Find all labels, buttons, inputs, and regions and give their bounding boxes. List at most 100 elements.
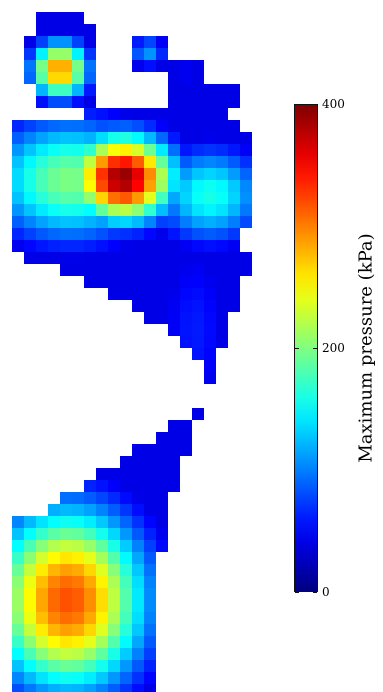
heatmap-cell bbox=[60, 684, 72, 692]
heatmap-cell bbox=[156, 288, 168, 300]
heatmap-cell bbox=[120, 588, 132, 600]
heatmap-cell bbox=[204, 336, 216, 348]
heatmap-cell bbox=[180, 312, 192, 324]
heatmap-cell bbox=[204, 252, 216, 264]
heatmap-cell bbox=[60, 636, 72, 648]
heatmap-cell bbox=[36, 648, 48, 660]
heatmap-cell bbox=[48, 552, 60, 564]
heatmap-cell bbox=[168, 96, 180, 108]
heatmap-cell bbox=[132, 276, 144, 288]
heatmap-cell bbox=[168, 228, 180, 240]
heatmap-cell bbox=[12, 564, 24, 576]
heatmap-cell bbox=[144, 456, 156, 468]
heatmap-cell bbox=[60, 240, 72, 252]
heatmap-cell bbox=[24, 552, 36, 564]
heatmap-cell bbox=[132, 36, 144, 48]
heatmap-cell bbox=[48, 84, 60, 96]
heatmap-cell bbox=[120, 648, 132, 660]
heatmap-cell bbox=[84, 636, 96, 648]
heatmap-cell bbox=[60, 36, 72, 48]
colorbar-tick-mark bbox=[313, 104, 317, 105]
heatmap-cell bbox=[72, 168, 84, 180]
heatmap-cell bbox=[36, 144, 48, 156]
heatmap-cell bbox=[108, 240, 120, 252]
heatmap-cell bbox=[120, 240, 132, 252]
heatmap-cell bbox=[168, 192, 180, 204]
heatmap-cell bbox=[144, 480, 156, 492]
heatmap-cell bbox=[228, 240, 240, 252]
heatmap-cell bbox=[48, 120, 60, 132]
heatmap-cell bbox=[120, 288, 132, 300]
heatmap-cell bbox=[36, 132, 48, 144]
heatmap-cell bbox=[72, 36, 84, 48]
heatmap-cell bbox=[12, 672, 24, 684]
heatmap-cell bbox=[192, 96, 204, 108]
heatmap-cell bbox=[156, 504, 168, 516]
heatmap-cell bbox=[240, 252, 252, 264]
heatmap-cell bbox=[84, 276, 96, 288]
heatmap-cell bbox=[96, 168, 108, 180]
heatmap-cell bbox=[168, 156, 180, 168]
heatmap-cell bbox=[60, 660, 72, 672]
heatmap-cell bbox=[12, 540, 24, 552]
heatmap-cell bbox=[132, 192, 144, 204]
heatmap-cell bbox=[168, 60, 180, 72]
heatmap-cell bbox=[132, 444, 144, 456]
heatmap-cell bbox=[192, 108, 204, 120]
heatmap-cell bbox=[96, 132, 108, 144]
heatmap-cell bbox=[12, 576, 24, 588]
heatmap-cell bbox=[228, 132, 240, 144]
heatmap-cell bbox=[36, 576, 48, 588]
heatmap-cell bbox=[24, 132, 36, 144]
heatmap-cell bbox=[132, 492, 144, 504]
heatmap-cell bbox=[48, 252, 60, 264]
heatmap-cell bbox=[36, 36, 48, 48]
heatmap-cell bbox=[132, 240, 144, 252]
heatmap-cell bbox=[180, 216, 192, 228]
heatmap-cell bbox=[24, 156, 36, 168]
heatmap-cell bbox=[132, 612, 144, 624]
heatmap-cell bbox=[96, 576, 108, 588]
heatmap-cell bbox=[240, 216, 252, 228]
heatmap-cell bbox=[72, 564, 84, 576]
heatmap-cell bbox=[168, 180, 180, 192]
heatmap-cell bbox=[240, 204, 252, 216]
heatmap-cell bbox=[60, 84, 72, 96]
heatmap-cell bbox=[168, 240, 180, 252]
heatmap-cell bbox=[96, 468, 108, 480]
heatmap-cell bbox=[72, 96, 84, 108]
heatmap-cell bbox=[120, 252, 132, 264]
heatmap-cell bbox=[180, 180, 192, 192]
heatmap-cell bbox=[228, 84, 240, 96]
heatmap-cell bbox=[132, 636, 144, 648]
heatmap-cell bbox=[156, 132, 168, 144]
heatmap-cell bbox=[144, 276, 156, 288]
heatmap-cell bbox=[192, 240, 204, 252]
heatmap-cell bbox=[84, 648, 96, 660]
heatmap-cell bbox=[144, 600, 156, 612]
heatmap-cell bbox=[144, 540, 156, 552]
heatmap-cell bbox=[180, 120, 192, 132]
heatmap-cell bbox=[48, 216, 60, 228]
heatmap-cell bbox=[24, 648, 36, 660]
heatmap-cell bbox=[96, 492, 108, 504]
heatmap-cell bbox=[84, 540, 96, 552]
heatmap-cell bbox=[204, 192, 216, 204]
heatmap-cell bbox=[96, 252, 108, 264]
heatmap-cell bbox=[96, 540, 108, 552]
heatmap-cell bbox=[60, 48, 72, 60]
heatmap-cell bbox=[144, 672, 156, 684]
heatmap-cell bbox=[48, 12, 60, 24]
heatmap-cell bbox=[96, 552, 108, 564]
heatmap-cell bbox=[132, 552, 144, 564]
heatmap-cell bbox=[132, 624, 144, 636]
heatmap-cell bbox=[156, 456, 168, 468]
heatmap-cell bbox=[108, 252, 120, 264]
heatmap-cell bbox=[204, 300, 216, 312]
heatmap-cell bbox=[120, 492, 132, 504]
heatmap-cell bbox=[168, 252, 180, 264]
heatmap-cell bbox=[144, 444, 156, 456]
colorbar-tick-label: 400 bbox=[322, 97, 345, 111]
heatmap-cell bbox=[96, 564, 108, 576]
heatmap-cell bbox=[132, 540, 144, 552]
